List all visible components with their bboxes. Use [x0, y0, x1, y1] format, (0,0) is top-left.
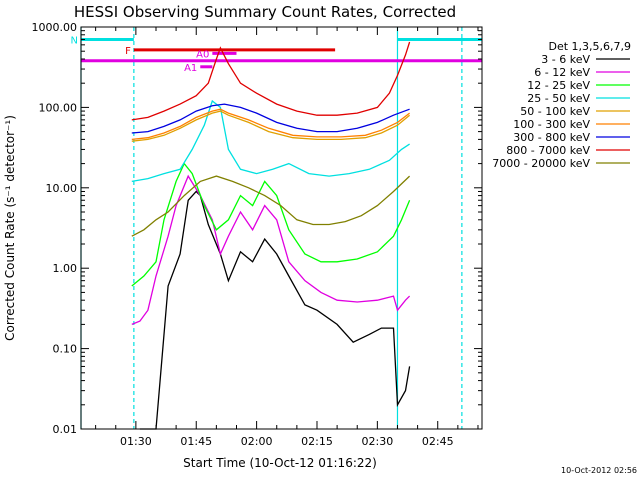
flag-label: N — [71, 35, 78, 46]
series-line — [131, 174, 411, 326]
legend-entry-label: 800 - 7000 keV — [506, 144, 590, 157]
flag-label: A0 — [196, 49, 209, 60]
legend-entry-label: 3 - 6 keV — [541, 53, 590, 66]
y-tick-label: 1000.00 — [32, 21, 78, 34]
series-line — [131, 110, 411, 142]
x-tick-label: 02:45 — [422, 435, 454, 448]
legend-entry-label: 100 - 300 keV — [513, 118, 590, 131]
y-tick-label: 0.10 — [53, 343, 78, 356]
legend-entry-label: 6 - 12 keV — [534, 66, 590, 79]
footer-timestamp: 10-Oct-2012 02:56 — [561, 466, 637, 475]
series-line — [131, 162, 411, 287]
legend-entry-label: 12 - 25 keV — [527, 79, 590, 92]
y-tick-label: 0.01 — [53, 423, 78, 436]
flag-label: A1 — [184, 63, 197, 74]
y-tick-label: 1.00 — [53, 262, 78, 275]
legend-title: Det 1,3,5,6,7,9 — [548, 40, 631, 53]
series-line — [139, 190, 411, 430]
series-line — [131, 175, 411, 237]
x-tick-label: 02:15 — [301, 435, 333, 448]
chart-title: HESSI Observing Summary Count Rates, Cor… — [74, 3, 456, 21]
axes-frame — [80, 26, 483, 430]
legend-entry-label: 25 - 50 keV — [527, 92, 590, 105]
series-line — [131, 103, 410, 134]
x-tick-label: 01:45 — [180, 435, 212, 448]
series-line — [131, 99, 410, 183]
axis-ticks: 1000.00 100.00 10.00 1.00 0.10 0.01 01:30 01:45… — [32, 21, 482, 448]
x-tick-label: 02:30 — [362, 435, 394, 448]
x-tick-label: 01:30 — [120, 435, 152, 448]
series-line — [131, 108, 410, 141]
legend-entry-label: 300 - 800 keV — [513, 131, 590, 144]
y-tick-label: 10.00 — [46, 182, 78, 195]
y-axis-label: Corrected Count Rate (s⁻¹ detector⁻¹) — [3, 115, 17, 341]
series-line — [131, 41, 411, 121]
legend-entry-label: 7000 - 20000 keV — [492, 157, 590, 170]
plot-area: N F A0 A1 — [71, 27, 482, 430]
y-tick-label: 100.00 — [39, 101, 78, 114]
x-tick-label: 02:00 — [241, 435, 273, 448]
flag-label: F — [125, 46, 131, 57]
legend-entry-label: 50 - 100 keV — [520, 105, 590, 118]
x-axis-label: Start Time (10-Oct-12 01:16:22) — [183, 456, 377, 470]
